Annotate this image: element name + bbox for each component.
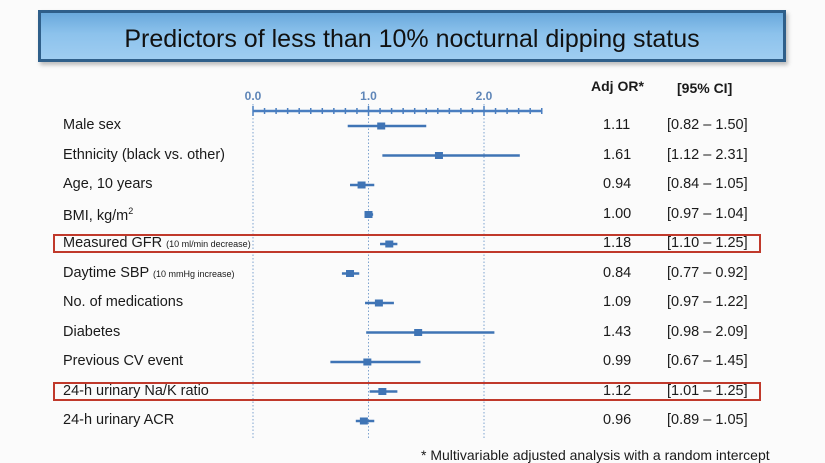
ci-value: [1.12 – 2.31] (667, 146, 748, 163)
or-marker (357, 181, 366, 189)
or-marker (378, 388, 387, 395)
predictor-name: Daytime SBP (63, 264, 153, 281)
or-marker (346, 270, 355, 277)
or-marker (374, 299, 383, 307)
predictor-name: Diabetes (63, 323, 121, 340)
predictor-name: 24-h urinary Na/K ratio (63, 382, 209, 399)
ci-value: [1.01 – 1.25] (667, 382, 748, 399)
ci-value: [0.89 – 1.05] (667, 412, 748, 428)
adj-or-value: 1.43 (603, 323, 632, 340)
predictor-name: Male sex (63, 117, 122, 133)
predictor-label: Ethnicity (black vs. other) (63, 147, 225, 163)
or-marker (364, 211, 373, 218)
or-marker (385, 240, 394, 248)
adj-or-value: 0.84 (603, 264, 632, 281)
predictor-label: BMI, kg/m2 (63, 206, 133, 224)
footnote: * Multivariable adjusted analysis with a… (421, 447, 770, 463)
ci-value: [1.10 – 1.25] (667, 235, 748, 251)
ci-value: [0.67 – 1.45] (667, 353, 748, 369)
x-tick-label: 0.0 (245, 89, 262, 103)
predictor-name: Previous CV event (63, 353, 184, 369)
predictor-label: Diabetes (63, 324, 120, 340)
or-marker (377, 122, 386, 130)
predictor-name: BMI, kg/m (63, 207, 129, 224)
predictor-label: Measured GFR (10 ml/min decrease) (63, 235, 251, 251)
adj-or-value: 1.61 (603, 146, 632, 163)
ci-value: [0.82 – 1.50] (667, 117, 748, 133)
ci-value: [0.77 – 0.92] (667, 264, 748, 281)
predictor-name: Ethnicity (black vs. other) (63, 146, 225, 163)
predictor-superscript: 2 (128, 205, 134, 216)
ci-value: [0.84 – 1.05] (667, 176, 748, 192)
or-marker (359, 417, 368, 425)
adj-or-header: Adj OR* (591, 78, 644, 94)
adj-or-value: 1.18 (603, 235, 632, 251)
predictor-label: Previous CV event (63, 353, 183, 369)
adj-or-value: 0.96 (603, 412, 632, 428)
ci-value: [0.98 – 2.09] (667, 323, 748, 340)
adj-or-value: 1.12 (603, 382, 632, 399)
predictor-label: No. of medications (63, 294, 183, 310)
adj-or-value: 1.11 (603, 117, 631, 133)
predictor-note: (10 mmHg increase) (153, 268, 235, 279)
predictor-label: Age, 10 years (63, 176, 152, 192)
predictor-name: Age, 10 years (63, 176, 153, 192)
x-tick-label: 2.0 (476, 89, 493, 103)
adj-or-value: 1.00 (603, 205, 632, 222)
adj-or-value: 1.09 (603, 294, 632, 310)
adj-or-value: 0.94 (603, 176, 632, 192)
highlight-box (53, 381, 761, 401)
ci-header: [95% CI] (677, 80, 733, 96)
ci-value: [0.97 – 1.04] (667, 205, 748, 222)
predictor-note: (10 ml/min decrease) (166, 239, 251, 249)
ci-value: [0.97 – 1.22] (667, 294, 748, 310)
predictor-label: 24-h urinary ACR (63, 412, 174, 428)
predictor-label: Male sex (63, 117, 121, 133)
adj-or-value: 0.99 (603, 353, 632, 369)
predictor-name: No. of medications (63, 294, 184, 310)
or-marker (434, 152, 443, 159)
or-marker (414, 329, 423, 336)
predictor-name: 24-h urinary ACR (63, 412, 175, 428)
predictor-name: Measured GFR (63, 235, 167, 251)
highlight-box (53, 234, 761, 253)
predictor-label: Daytime SBP (10 mmHg increase) (63, 265, 235, 281)
title-banner: Predictors of less than 10% nocturnal di… (38, 10, 786, 62)
or-marker (363, 358, 372, 366)
x-tick-label: 1.0 (360, 89, 377, 103)
predictor-label: 24-h urinary Na/K ratio (63, 383, 209, 399)
slide-title: Predictors of less than 10% nocturnal di… (124, 25, 700, 53)
